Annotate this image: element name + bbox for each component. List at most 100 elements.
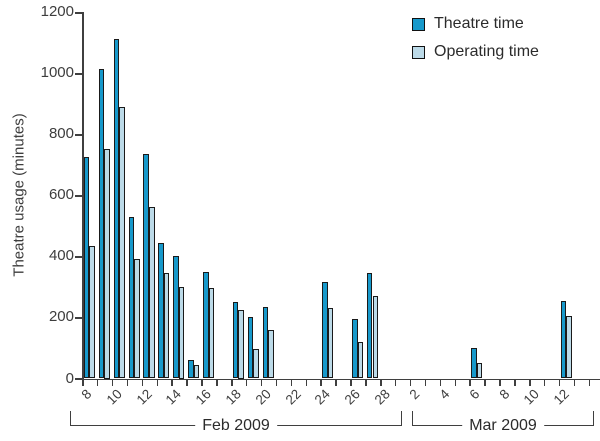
y-axis-tick-label: 1000: [40, 64, 74, 82]
x-axis-tick: [245, 380, 248, 386]
x-axis-tick: [290, 380, 293, 386]
x-axis-tick-label: 4: [436, 386, 453, 403]
y-axis-title: Theatre usage (minutes): [10, 113, 28, 277]
x-axis-tick: [558, 380, 561, 386]
bar-feb-10-operating-time: [119, 106, 125, 379]
x-axis-tick-label: 6: [466, 386, 483, 403]
x-axis-tick: [96, 380, 99, 386]
x-axis-tick: [305, 380, 307, 386]
x-axis-tick: [260, 380, 263, 386]
legend-swatch-icon: [412, 45, 425, 59]
x-axis-tick: [588, 380, 591, 386]
bar-mar-6-operating-time: [476, 363, 483, 379]
legend-swatch-icon: [412, 17, 425, 31]
x-axis-tick: [171, 380, 173, 386]
x-axis-tick-label: 10: [103, 386, 125, 408]
bar-feb-12-theatre-time: [143, 154, 149, 379]
mar-section-label: Mar 2009: [462, 417, 544, 435]
x-axis-tick-label: 18: [222, 386, 244, 408]
x-axis-tick: [350, 380, 352, 386]
y-axis-tick: [75, 378, 82, 380]
bar-feb-18-theatre-time: [232, 302, 239, 379]
bar-feb-27-theatre-time: [366, 273, 373, 379]
bar-feb-27-operating-time: [372, 296, 379, 379]
x-axis-tick: [186, 380, 188, 386]
x-axis-tick: [380, 380, 382, 386]
x-axis-tick: [156, 380, 158, 386]
x-axis-tick: [394, 380, 397, 386]
x-axis-tick-label: 20: [252, 386, 274, 408]
x-axis-tick: [469, 380, 471, 386]
bar-feb-24-operating-time: [327, 308, 334, 379]
x-axis-tick-label: 8: [496, 386, 513, 403]
x-axis-tick-label: 8: [78, 386, 95, 403]
x-axis-tick: [111, 380, 114, 386]
x-axis-tick-label: 28: [371, 386, 393, 408]
x-axis-tick: [409, 380, 412, 386]
legend-item-operating-time: Operating time: [412, 43, 539, 61]
legend: Theatre time Operating time: [412, 15, 539, 71]
x-axis-tick-label: 26: [341, 386, 364, 408]
bar-mar-12-operating-time: [566, 315, 572, 379]
bar-mar-6-theatre-time: [471, 347, 477, 379]
bar-feb-9-operating-time: [104, 149, 110, 379]
x-axis-tick-label: 14: [163, 386, 185, 408]
bar-feb-15-theatre-time: [188, 360, 194, 379]
bar-feb-14-theatre-time: [173, 256, 179, 379]
x-axis-line: [82, 378, 600, 380]
x-axis-tick: [484, 380, 486, 386]
x-axis-tick: [573, 380, 576, 386]
bar-feb-26-operating-time: [357, 341, 364, 379]
bar-feb-9-theatre-time: [98, 68, 105, 379]
bar-feb-24-theatre-time: [322, 282, 328, 379]
bar-feb-12-operating-time: [149, 207, 155, 379]
y-axis-tick: [75, 11, 82, 14]
bar-feb-8-operating-time: [89, 245, 95, 379]
x-axis-tick-label: 12: [550, 386, 572, 408]
x-axis-tick: [529, 380, 531, 386]
bar-feb-26-theatre-time: [352, 318, 358, 379]
x-axis-tick: [365, 380, 367, 386]
bar-feb-11-theatre-time: [128, 216, 135, 379]
x-axis-tick: [514, 380, 516, 386]
bar-feb-11-operating-time: [134, 259, 140, 379]
y-axis-tick: [75, 133, 82, 136]
y-axis-tick: [75, 255, 82, 258]
y-axis-tick-label: 600: [48, 186, 74, 204]
bar-feb-15-operating-time: [193, 364, 200, 379]
x-axis-tick: [499, 380, 501, 386]
y-axis-tick-label: 0: [65, 369, 74, 387]
bar-feb-18-operating-time: [238, 309, 244, 379]
feb-section-label: Feb 2009: [195, 417, 277, 435]
y-axis-tick: [75, 316, 82, 319]
bar-feb-19-operating-time: [253, 349, 259, 379]
x-axis-tick: [126, 380, 129, 386]
legend-item-theatre-time: Theatre time: [412, 15, 539, 33]
x-axis-tick: [454, 380, 456, 386]
bar-feb-8-theatre-time: [83, 157, 90, 379]
bar-mar-12-theatre-time: [560, 300, 567, 379]
x-axis-tick-label: 10: [520, 386, 542, 408]
legend-label: Theatre time: [434, 15, 524, 32]
x-axis-tick: [216, 380, 218, 386]
x-axis-tick-label: 12: [133, 386, 155, 408]
x-axis-tick: [231, 380, 233, 386]
x-axis-tick-label: 24: [312, 386, 334, 408]
x-axis-tick: [335, 380, 337, 386]
y-axis-tick-label: 400: [48, 247, 74, 265]
bar-feb-14-operating-time: [178, 286, 185, 379]
y-axis-tick: [75, 72, 82, 75]
x-axis-tick: [543, 380, 546, 386]
y-axis-tick-label: 200: [48, 308, 74, 326]
bar-feb-20-theatre-time: [262, 306, 269, 379]
legend-label: Operating time: [434, 43, 539, 60]
bar-feb-16-theatre-time: [203, 271, 209, 379]
x-axis-tick: [201, 380, 203, 386]
x-axis-tick-label: 16: [192, 386, 215, 408]
x-axis-tick: [439, 380, 442, 386]
x-axis-tick: [141, 380, 144, 386]
bar-feb-10-theatre-time: [113, 39, 120, 379]
bar-feb-13-operating-time: [163, 273, 170, 379]
x-axis-tick: [424, 380, 427, 386]
